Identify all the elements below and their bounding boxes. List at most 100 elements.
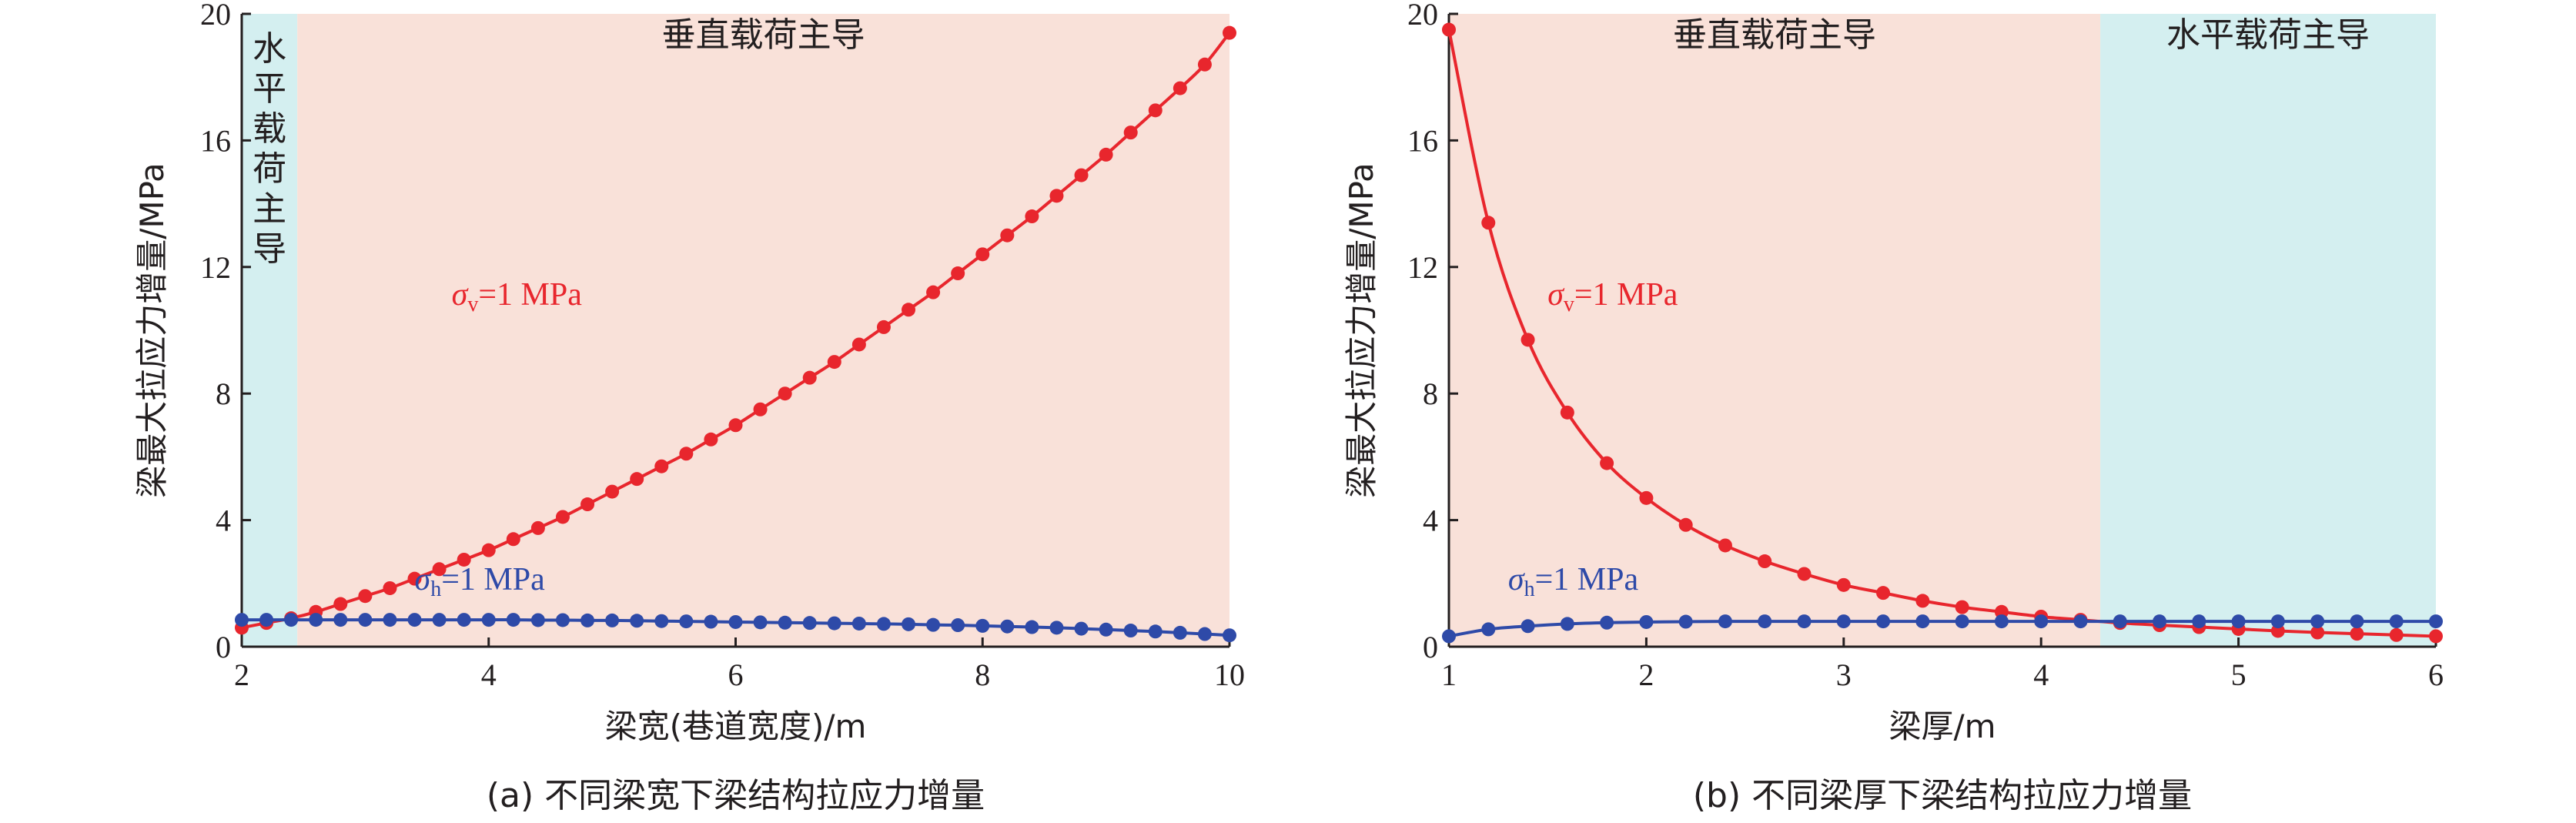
data-point-h	[679, 614, 694, 629]
data-point-h	[1025, 620, 1039, 634]
data-point-v	[1148, 103, 1163, 118]
data-point-v	[851, 337, 866, 352]
data-point-v	[1560, 405, 1574, 420]
data-point-h	[259, 613, 274, 627]
x-tick-label: 2	[1638, 657, 1654, 692]
data-point-h	[2153, 614, 2167, 629]
data-point-h	[580, 613, 595, 627]
data-point-h	[1718, 614, 1732, 629]
x-tick-label: 8	[975, 657, 990, 692]
region-band	[2100, 14, 2436, 647]
y-axis-label: 梁最大拉应力增量/MPa	[1343, 162, 1380, 498]
data-point-v	[1173, 81, 1187, 95]
data-point-h	[654, 614, 669, 628]
data-point-h	[1000, 619, 1015, 634]
region-band	[297, 14, 1230, 647]
region-band	[242, 14, 298, 647]
data-point-h	[383, 613, 397, 627]
data-point-v	[1049, 189, 1064, 203]
data-point-h	[1223, 628, 1236, 643]
data-point-v	[753, 402, 768, 417]
data-point-v	[778, 386, 792, 401]
x-tick-label: 10	[1214, 657, 1245, 692]
data-point-h	[1955, 614, 1969, 629]
data-point-h	[630, 614, 644, 628]
data-point-h	[284, 613, 299, 627]
data-point-v	[1797, 567, 1812, 581]
series-label-h: σh=1 MPa	[1508, 562, 1639, 601]
data-point-v	[679, 447, 694, 461]
data-point-h	[605, 613, 620, 627]
figure-caption: (b) 不同梁厚下梁结构拉应力增量	[1693, 776, 2192, 815]
data-point-h	[530, 613, 545, 627]
data-point-h	[1123, 624, 1138, 638]
x-tick-label: 6	[728, 657, 744, 692]
data-point-h	[851, 616, 866, 631]
data-point-v	[630, 472, 644, 487]
data-point-v	[1000, 228, 1015, 243]
data-point-v	[1758, 554, 1772, 569]
data-point-h	[235, 613, 249, 627]
data-point-v	[951, 266, 965, 281]
data-point-v	[1915, 594, 1930, 608]
y-tick-label: 4	[216, 504, 231, 538]
data-point-v	[457, 552, 471, 567]
data-point-v	[2389, 627, 2404, 642]
data-point-h	[876, 617, 891, 631]
data-point-v	[654, 459, 669, 473]
data-point-h	[1600, 615, 1614, 630]
data-point-v	[1025, 209, 1039, 224]
data-point-v	[2310, 625, 2325, 640]
data-point-h	[1915, 614, 1930, 629]
data-point-h	[2350, 614, 2364, 629]
y-tick-label: 4	[1423, 504, 1438, 538]
data-point-h	[555, 613, 570, 627]
data-point-v	[580, 497, 595, 512]
data-point-h	[1797, 614, 1812, 629]
data-point-v	[728, 418, 743, 433]
data-point-v	[1836, 577, 1851, 592]
data-point-v	[902, 303, 916, 317]
data-point-h	[457, 613, 471, 627]
data-point-v	[407, 571, 422, 586]
data-point-h	[407, 613, 422, 627]
y-tick-label: 0	[1423, 630, 1438, 664]
data-point-h	[1148, 624, 1163, 639]
data-point-v	[1197, 57, 1212, 72]
x-tick-label: 3	[1836, 657, 1852, 692]
region-band	[1449, 14, 2101, 647]
data-point-h	[1074, 621, 1089, 636]
data-point-h	[802, 616, 817, 631]
data-point-v	[1639, 490, 1654, 505]
data-point-h	[333, 613, 348, 627]
data-point-h	[2310, 614, 2325, 629]
x-tick-label: 1	[1441, 657, 1457, 692]
data-point-v	[1099, 147, 1113, 162]
data-point-h	[1442, 629, 1456, 644]
data-point-h	[1099, 622, 1113, 637]
data-point-h	[2192, 614, 2206, 629]
y-tick-label: 8	[1423, 376, 1438, 411]
data-point-h	[2270, 614, 2285, 629]
data-point-v	[506, 532, 520, 547]
data-point-h	[2429, 614, 2443, 629]
data-point-h	[1678, 614, 1693, 629]
x-tick-label: 2	[234, 657, 249, 692]
x-axis-label: 梁厚/m	[1889, 708, 1996, 745]
data-point-v	[555, 510, 570, 524]
data-point-v	[1521, 333, 1535, 347]
data-point-h	[1197, 627, 1212, 641]
region-label: 垂直载荷主导	[662, 15, 865, 55]
data-point-h	[1481, 622, 1496, 637]
data-point-h	[506, 613, 520, 627]
data-point-h	[2073, 614, 2088, 629]
data-point-h	[2113, 614, 2127, 629]
data-point-h	[827, 616, 841, 631]
data-point-h	[1758, 614, 1772, 629]
y-tick-label: 20	[200, 0, 231, 32]
data-point-v	[876, 319, 891, 334]
data-point-v	[926, 285, 941, 299]
data-point-h	[1049, 621, 1064, 635]
